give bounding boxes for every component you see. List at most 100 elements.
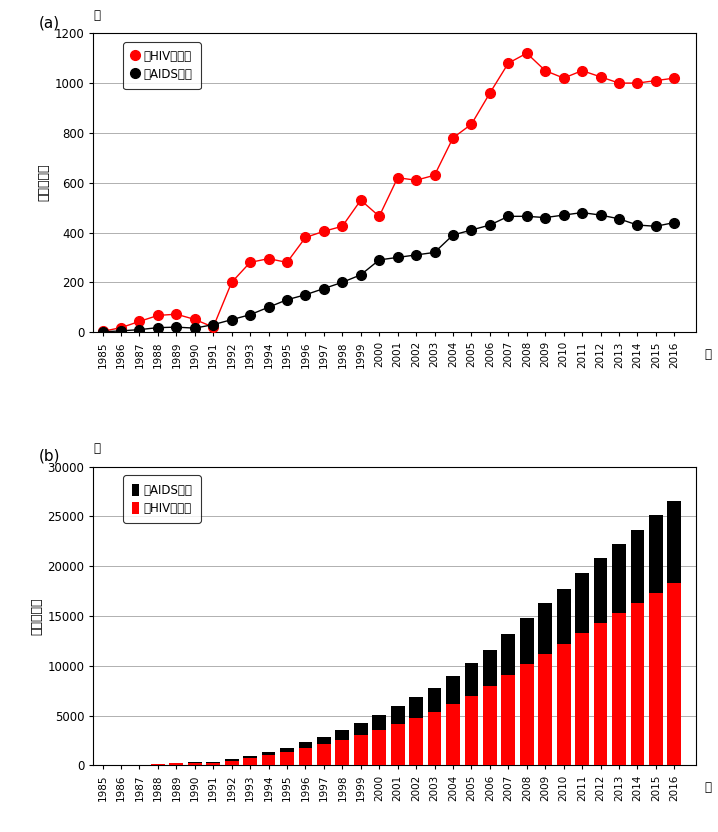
：HIV感染者 xyxy=(301,232,309,242)
：HIV感染者 xyxy=(467,119,476,129)
：HIV感染者 xyxy=(596,72,605,82)
Bar xyxy=(428,711,442,765)
：AIDS患者 xyxy=(449,230,457,240)
Text: 年: 年 xyxy=(705,781,712,795)
Bar xyxy=(594,623,607,765)
：HIV感染者 xyxy=(190,314,199,324)
：AIDS患者 xyxy=(430,247,439,257)
：AIDS患者 xyxy=(190,323,199,333)
：AIDS患者 xyxy=(172,322,181,332)
Bar xyxy=(317,745,331,765)
：HIV感染者 xyxy=(338,221,347,231)
Bar xyxy=(465,696,478,765)
Bar xyxy=(151,764,165,765)
Bar xyxy=(261,755,276,765)
：AIDS患者 xyxy=(228,314,236,324)
Y-axis label: 年次報告数: 年次報告数 xyxy=(37,164,50,201)
：HIV感染者 xyxy=(172,310,181,319)
：AIDS患者 xyxy=(615,214,623,224)
Bar xyxy=(501,634,516,676)
：AIDS患者 xyxy=(135,324,144,334)
：HIV感染者 xyxy=(523,48,531,58)
Text: (a): (a) xyxy=(39,15,60,30)
Bar xyxy=(335,740,349,765)
：AIDS患者 xyxy=(523,211,531,221)
Bar xyxy=(649,593,663,765)
：AIDS患者 xyxy=(356,270,365,280)
Bar xyxy=(169,764,183,765)
Legend: ：HIV感染者, ：AIDS患者: ：HIV感染者, ：AIDS患者 xyxy=(123,42,200,90)
Legend: ：AIDS患者, ：HIV感染者: ：AIDS患者, ：HIV感染者 xyxy=(123,476,200,522)
：AIDS患者 xyxy=(320,284,328,294)
：AIDS患者 xyxy=(209,319,218,329)
：AIDS患者 xyxy=(504,211,513,221)
Bar xyxy=(538,603,552,654)
Bar xyxy=(668,501,681,582)
：HIV感染者 xyxy=(209,322,218,332)
：HIV感染者 xyxy=(651,76,660,86)
：AIDS患者 xyxy=(375,255,383,265)
Bar xyxy=(225,760,238,765)
：HIV感染者 xyxy=(375,211,383,221)
：AIDS患者 xyxy=(467,225,476,235)
：HIV感染者 xyxy=(154,310,162,320)
：AIDS患者 xyxy=(485,220,494,230)
Bar xyxy=(373,730,386,765)
：AIDS患者 xyxy=(412,250,421,260)
Bar xyxy=(649,515,663,593)
Text: (b): (b) xyxy=(39,448,60,463)
Bar xyxy=(630,603,644,765)
：AIDS患者 xyxy=(670,217,679,227)
Bar xyxy=(612,613,626,765)
：HIV感染者 xyxy=(633,78,642,88)
：HIV感染者 xyxy=(541,66,549,76)
：AIDS患者 xyxy=(651,221,660,231)
：AIDS患者 xyxy=(338,277,347,287)
Bar xyxy=(483,650,497,686)
Bar xyxy=(299,749,312,765)
：HIV感染者 xyxy=(320,226,328,236)
Text: 人: 人 xyxy=(93,9,101,22)
Bar xyxy=(501,676,516,765)
Bar xyxy=(446,704,460,765)
：HIV感染者 xyxy=(430,171,439,181)
：HIV感染者 xyxy=(135,316,144,326)
Bar xyxy=(373,716,386,730)
Bar xyxy=(335,730,349,740)
：AIDS患者 xyxy=(98,327,107,337)
：AIDS患者 xyxy=(596,210,605,220)
：HIV感染者 xyxy=(98,326,107,336)
：AIDS患者 xyxy=(283,295,292,305)
Bar xyxy=(391,706,404,724)
：HIV感染者 xyxy=(117,323,126,333)
Line: ：AIDS患者: ：AIDS患者 xyxy=(98,208,679,337)
Bar xyxy=(538,654,552,765)
Bar xyxy=(483,686,497,765)
Bar xyxy=(206,762,220,763)
Bar xyxy=(299,742,312,749)
Bar xyxy=(612,544,626,613)
：HIV感染者 xyxy=(393,173,402,183)
Bar xyxy=(354,723,368,735)
Bar xyxy=(575,573,589,633)
Bar xyxy=(594,558,607,623)
：HIV感染者 xyxy=(228,277,236,287)
：HIV感染者 xyxy=(449,133,457,143)
Bar xyxy=(556,643,571,765)
Bar xyxy=(630,530,644,603)
Bar xyxy=(354,735,368,765)
：HIV感染者 xyxy=(264,254,273,264)
Bar xyxy=(465,663,478,696)
：AIDS患者 xyxy=(541,212,549,222)
Bar xyxy=(261,752,276,755)
：AIDS患者 xyxy=(117,326,126,336)
Bar xyxy=(520,618,533,664)
Text: 人: 人 xyxy=(93,443,101,455)
Bar xyxy=(428,687,442,711)
Bar xyxy=(206,763,220,765)
：AIDS患者 xyxy=(393,252,402,262)
：HIV感染者 xyxy=(246,257,254,267)
：AIDS患者 xyxy=(264,302,273,312)
Bar xyxy=(280,752,294,765)
：HIV感染者 xyxy=(283,257,292,267)
